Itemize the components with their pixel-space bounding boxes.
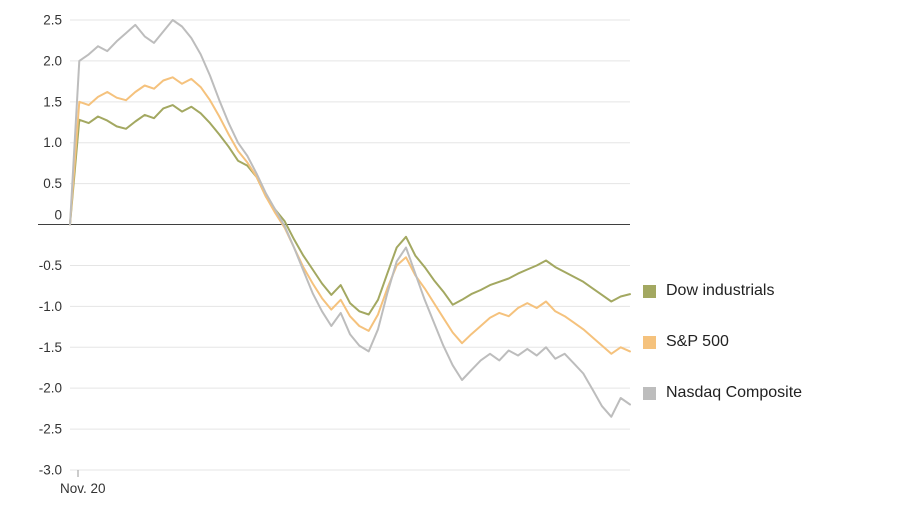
legend-item-nasdaq-composite: Nasdaq Composite [643,384,802,402]
y-axis-tick-label: 2.0 [43,53,62,68]
legend-swatch-nasdaq-composite [643,386,656,400]
y-axis-tick-label: -1.5 [39,340,62,355]
series-line-nasdaq-composite [69,19,631,418]
legend-swatch-dow-industrials [643,284,656,298]
y-axis-tick-label: 2.5 [43,13,62,28]
chart-area: 2.5 2.0 1.5 1.0 0.5 0 -0.5 -1.0 -1.5 -2.0 -2.5 -3.0… [38,13,631,496]
y-axis-tick-label: -2.5 [39,422,62,437]
y-axis-tick-label: 0 [54,208,62,223]
legend-item-s-p-500: S&P 500 [643,333,802,351]
y-axis-tick-label: 1.0 [43,135,62,150]
x-axis-label: Nov. 20 [60,481,106,496]
y-axis-tick-label: -1.0 [39,299,62,314]
legend-label-s-p-500: S&P 500 [666,333,729,350]
legend-item-dow-industrials: Dow industrials [643,282,802,300]
series-line-s-p-500 [69,76,631,355]
y-axis-tick-label: 1.5 [43,94,62,109]
series-line-dow-industrials [69,104,631,316]
y-axis-tick-label: -0.5 [39,258,62,273]
chart-legend: Dow industrials S&P 500 Nasdaq Composite [643,282,802,402]
y-axis-tick-label: 0.5 [43,176,62,191]
legend-label-dow-industrials: Dow industrials [666,282,775,299]
y-axis-tick-label: -2.0 [39,381,62,396]
y-axis-tick-label: -3.0 [39,463,62,478]
legend-swatch-s-p-500 [643,335,656,349]
legend-label-nasdaq-composite: Nasdaq Composite [666,384,803,401]
line-chart: 2.5 2.0 1.5 1.0 0.5 0 -0.5 -1.0 -1.5 -2.0 -2.5 -3.0… [38,13,631,496]
